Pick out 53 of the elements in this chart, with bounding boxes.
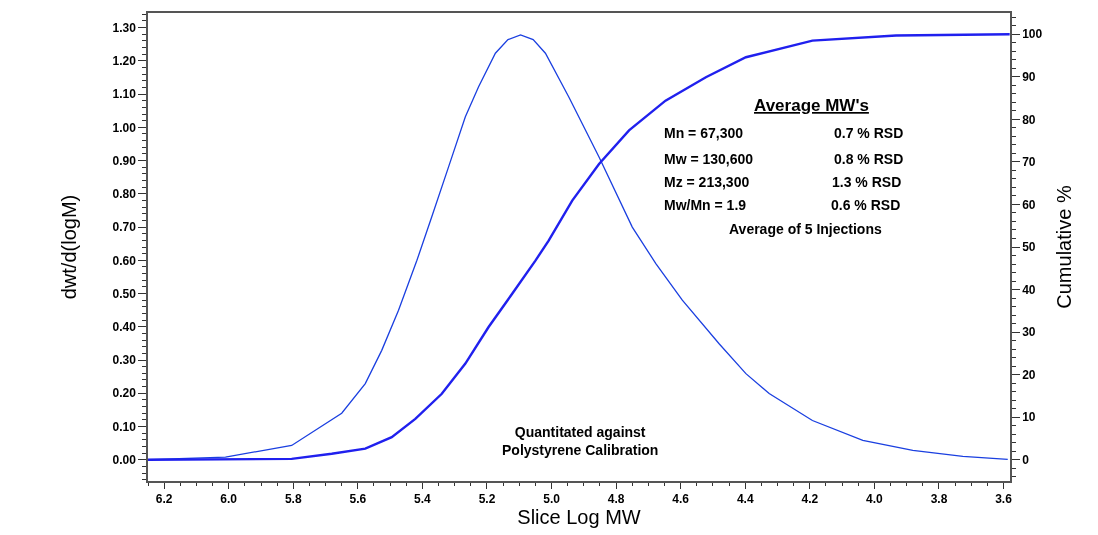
annotation: Mz = 213,300 (664, 174, 750, 190)
x-tick-label: 5.4 (414, 492, 432, 507)
x-tick-label: 4.0 (866, 492, 884, 507)
y-tick-label: 0.10 (112, 419, 137, 434)
annotation: Mn = 67,300 (664, 125, 744, 141)
x-tick-label: 5.2 (478, 492, 496, 507)
y2-tick-label: 30 (1022, 325, 1036, 340)
x-tick-label: 6.2 (155, 492, 173, 507)
y2-tick-label: 10 (1022, 410, 1036, 425)
annotation: Mw/Mn = 1.9 (664, 197, 747, 213)
y2-tick-label: 50 (1022, 240, 1036, 255)
x-tick-label: 4.2 (801, 492, 819, 507)
y-tick-label: 0.20 (112, 386, 137, 401)
annotation: Mw = 130,600 (664, 151, 754, 167)
annotation: Average MW's (754, 96, 869, 115)
y-tick-label: 0.40 (112, 319, 137, 334)
y-tick-label: 0.70 (112, 220, 137, 235)
y2-tick-label: 0 (1022, 452, 1030, 467)
y-tick-label: 0.90 (112, 153, 137, 168)
y2-tick-label: 40 (1022, 282, 1036, 297)
y2-tick-label: 60 (1022, 197, 1036, 212)
y-tick-label: 1.20 (112, 54, 137, 69)
y-tick-label: 0.00 (112, 452, 137, 467)
y2-tick-label: 20 (1022, 367, 1036, 382)
x-tick-label: 5.8 (284, 492, 302, 507)
x-tick-label: 4.6 (672, 492, 690, 507)
annotation: Average of 5 Injections (729, 221, 882, 237)
x-tick-label: 6.0 (220, 492, 238, 507)
y2-tick-label: 100 (1022, 27, 1043, 42)
y2-tick-label: 80 (1022, 112, 1036, 127)
x-tick-label: 4.4 (736, 492, 754, 507)
x-tick-label: 4.8 (607, 492, 625, 507)
annotation: 0.7 % RSD (834, 125, 904, 141)
y-tick-label: 0.60 (112, 253, 137, 268)
x-axis-title: Slice Log MW (517, 506, 641, 529)
x-tick-label: 3.8 (930, 492, 948, 507)
y-tick-label: 1.10 (112, 87, 137, 102)
y-tick-label: 0.30 (112, 353, 137, 368)
annotation: 0.8 % RSD (834, 151, 904, 167)
annotation: 1.3 % RSD (832, 174, 902, 190)
y-tick-label: 1.30 (112, 20, 137, 35)
y-axis-title: dwt/d(logM) (58, 194, 81, 300)
annotation: Quantitated against Polystyrene Calibration (502, 424, 659, 459)
y-tick-label: 0.50 (112, 286, 137, 301)
x-tick-label: 3.6 (995, 492, 1013, 507)
x-tick-label: 5.0 (543, 492, 561, 507)
annotation: 0.6 % RSD (831, 197, 901, 213)
y-tick-label: 1.00 (112, 120, 137, 135)
y-tick-label: 0.80 (112, 187, 137, 202)
y2-axis-title: Cumulative % (1053, 185, 1076, 309)
x-tick-label: 5.6 (349, 492, 367, 507)
y2-tick-label: 90 (1022, 70, 1036, 85)
y2-tick-label: 70 (1022, 155, 1036, 170)
